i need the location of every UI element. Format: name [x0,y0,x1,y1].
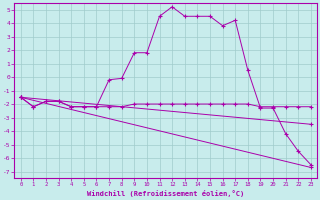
X-axis label: Windchill (Refroidissement éolien,°C): Windchill (Refroidissement éolien,°C) [87,190,244,197]
